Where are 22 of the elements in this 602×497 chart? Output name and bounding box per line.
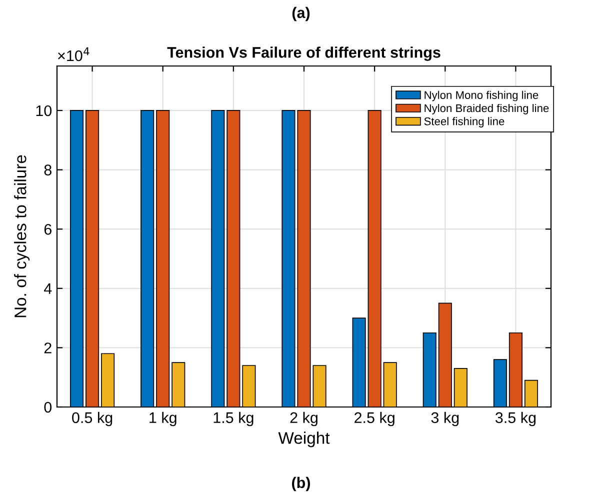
- x-tick-label: 3.5 kg: [495, 412, 536, 426]
- x-tick-label: 1 kg: [150, 412, 176, 426]
- y-tick-label: 6: [44, 224, 52, 235]
- legend-label: Steel fishing line: [424, 117, 504, 128]
- y-tick-label: 8: [44, 164, 52, 176]
- x-tick-label: 2 kg: [290, 412, 318, 426]
- x-tick-label: 2.5 kg: [354, 412, 394, 426]
- legend-label: Nylon Mono fishing line: [424, 90, 538, 102]
- text: (b): [292, 476, 310, 492]
- y-axis-title: No. of cycles to failure: [14, 155, 30, 318]
- legend-label: Nylon Braided fishing line: [424, 104, 549, 114]
- x-axis-title: Weight: [278, 432, 330, 448]
- x-tick-label: 3 kg: [431, 412, 459, 426]
- y-tick-label: 10: [36, 105, 52, 116]
- text: ×10$^{4}$: [58, 47, 90, 62]
- x-tick-label: 1.5 kg: [214, 412, 254, 426]
- chart-title: Tension Vs Failure of different strings: [167, 46, 440, 61]
- y-tick-label: 2: [44, 342, 52, 354]
- y-tick-label: 0: [44, 402, 52, 413]
- text: (a): [292, 6, 310, 22]
- y-tick-label: 4: [44, 283, 52, 294]
- x-tick-label: 0.5 kg: [72, 412, 112, 426]
